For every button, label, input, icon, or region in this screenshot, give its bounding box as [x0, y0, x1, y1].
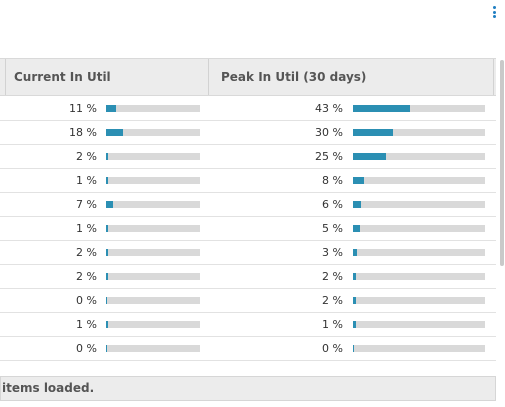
- peak-util-bar: [353, 297, 485, 304]
- peak-util-value: 6 %: [322, 198, 343, 211]
- scrollbar-thumb[interactable]: [500, 60, 504, 266]
- peak-util-bar-fill: [353, 105, 410, 112]
- current-util-bar-fill: [106, 153, 108, 160]
- current-util-bar: [106, 321, 200, 328]
- table-row[interactable]: 0 % 2 %: [0, 289, 496, 313]
- peak-util-value: 5 %: [322, 222, 343, 235]
- current-util-bar: [106, 345, 200, 352]
- peak-util-bar: [353, 105, 485, 112]
- column-header-peak-in-util[interactable]: Peak In Util (30 days): [221, 70, 367, 84]
- current-util-bar: [106, 249, 200, 256]
- current-util-value: 7 %: [76, 198, 97, 211]
- peak-util-bar: [353, 345, 485, 352]
- column-divider[interactable]: [208, 59, 209, 95]
- table-row[interactable]: 1 % 1 %: [0, 313, 496, 337]
- current-util-bar: [106, 105, 200, 112]
- peak-util-value: 30 %: [315, 126, 343, 139]
- table-row[interactable]: 1 % 5 %: [0, 217, 496, 241]
- peak-util-bar-fill: [353, 273, 356, 280]
- current-util-value: 2 %: [76, 270, 97, 283]
- current-util-bar-fill: [106, 201, 113, 208]
- peak-util-bar: [353, 201, 485, 208]
- current-util-value: 1 %: [76, 174, 97, 187]
- current-util-value: 18 %: [69, 126, 97, 139]
- current-util-bar-fill: [106, 129, 123, 136]
- peak-util-bar-fill: [353, 153, 386, 160]
- current-util-bar-fill: [106, 177, 108, 184]
- peak-util-bar: [353, 225, 485, 232]
- peak-util-value: 3 %: [322, 246, 343, 259]
- peak-util-value: 25 %: [315, 150, 343, 163]
- column-divider: [5, 59, 6, 95]
- peak-util-bar-fill: [353, 177, 364, 184]
- current-util-bar-fill: [106, 297, 107, 304]
- current-util-bar: [106, 225, 200, 232]
- more-options-icon[interactable]: [489, 4, 499, 20]
- peak-util-bar-fill: [353, 345, 355, 352]
- current-util-bar: [106, 177, 200, 184]
- peak-util-value: 43 %: [315, 102, 343, 115]
- table-row[interactable]: 11 % 43 %: [0, 97, 496, 121]
- items-loaded-status: items loaded.: [2, 381, 95, 395]
- current-util-bar-fill: [106, 249, 108, 256]
- peak-util-value: 2 %: [322, 270, 343, 283]
- current-util-bar-fill: [106, 321, 108, 328]
- peak-util-bar-fill: [353, 129, 393, 136]
- current-util-bar: [106, 153, 200, 160]
- peak-util-value: 0 %: [322, 342, 343, 355]
- kebab-dot: [492, 6, 496, 9]
- table-row[interactable]: 7 % 6 %: [0, 193, 496, 217]
- table-header: Current In Util Peak In Util (30 days): [0, 58, 496, 96]
- current-util-bar-fill: [106, 105, 117, 112]
- peak-util-bar-fill: [353, 249, 357, 256]
- peak-util-bar: [353, 177, 485, 184]
- table-row[interactable]: 1 % 8 %: [0, 169, 496, 193]
- peak-util-value: 2 %: [322, 294, 343, 307]
- column-header-current-in-util[interactable]: Current In Util: [14, 70, 111, 84]
- current-util-value: 2 %: [76, 150, 97, 163]
- peak-util-bar: [353, 321, 485, 328]
- current-util-value: 0 %: [76, 294, 97, 307]
- table-row[interactable]: 18 % 30 %: [0, 121, 496, 145]
- table-body: 11 % 43 % 18 % 30 % 2 % 25 % 1 % 8 % 7 % 6 % 1 % 5 …: [0, 97, 496, 361]
- peak-util-bar: [353, 273, 485, 280]
- peak-util-bar-fill: [353, 225, 360, 232]
- peak-util-bar-fill: [353, 201, 361, 208]
- current-util-value: 11 %: [69, 102, 97, 115]
- current-util-value: 1 %: [76, 318, 97, 331]
- table-row[interactable]: 2 % 2 %: [0, 265, 496, 289]
- current-util-bar: [106, 297, 200, 304]
- column-divider[interactable]: [493, 59, 494, 95]
- status-footer: items loaded.: [0, 376, 496, 401]
- peak-util-bar-fill: [353, 321, 356, 328]
- current-util-value: 1 %: [76, 222, 97, 235]
- peak-util-bar: [353, 249, 485, 256]
- current-util-bar-fill: [106, 345, 107, 352]
- peak-util-bar: [353, 153, 485, 160]
- current-util-bar-fill: [106, 273, 108, 280]
- current-util-bar: [106, 273, 200, 280]
- kebab-dot: [492, 10, 496, 14]
- table-row[interactable]: 0 % 0 %: [0, 337, 496, 361]
- current-util-bar: [106, 129, 200, 136]
- table-row[interactable]: 2 % 25 %: [0, 145, 496, 169]
- peak-util-bar: [353, 129, 485, 136]
- peak-util-value: 8 %: [322, 174, 343, 187]
- peak-util-bar-fill: [353, 297, 356, 304]
- kebab-dot: [492, 15, 496, 18]
- current-util-bar-fill: [106, 225, 108, 232]
- current-util-value: 0 %: [76, 342, 97, 355]
- table-row[interactable]: 2 % 3 %: [0, 241, 496, 265]
- peak-util-value: 1 %: [322, 318, 343, 331]
- current-util-bar: [106, 201, 200, 208]
- current-util-value: 2 %: [76, 246, 97, 259]
- vertical-scrollbar[interactable]: [499, 58, 505, 376]
